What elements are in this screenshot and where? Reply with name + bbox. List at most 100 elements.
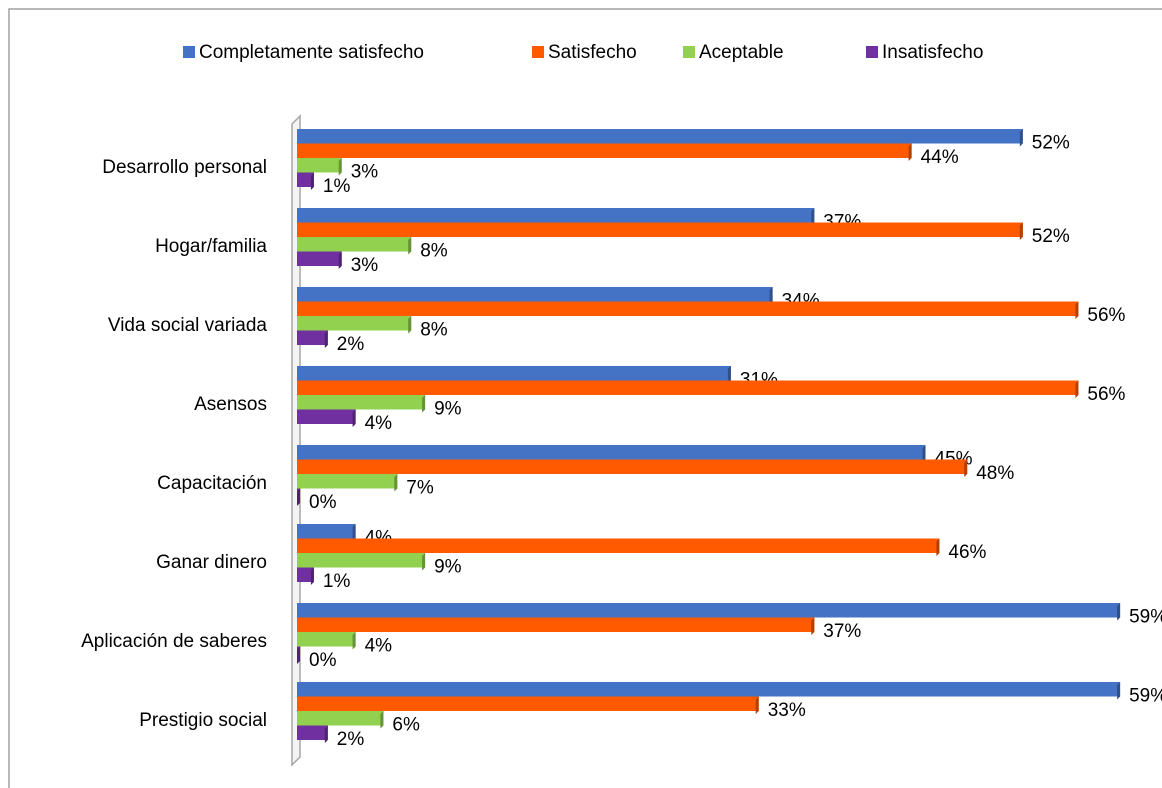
bar-edge xyxy=(352,524,356,542)
bar-edge xyxy=(310,567,314,585)
legend-label: Completamente satisfecho xyxy=(199,42,424,63)
data-label: 7% xyxy=(406,477,434,498)
bar-edge xyxy=(380,711,384,729)
data-label: 59% xyxy=(1129,685,1162,706)
category-label: Aplicación de saberes xyxy=(81,631,267,652)
data-label: 48% xyxy=(976,463,1014,484)
bar-edge xyxy=(310,172,314,190)
bar xyxy=(297,366,731,381)
bar-edge xyxy=(422,553,426,571)
data-label: 6% xyxy=(392,714,420,735)
data-label: 8% xyxy=(420,319,448,340)
bar xyxy=(297,395,426,410)
bar xyxy=(297,567,314,582)
bar xyxy=(297,603,1121,618)
bar xyxy=(297,553,426,568)
data-label: 4% xyxy=(365,413,393,434)
category-label: Prestigio social xyxy=(139,710,267,731)
legend-label: Aceptable xyxy=(699,42,784,63)
bar xyxy=(297,222,1023,237)
bar xyxy=(297,445,926,460)
bar xyxy=(297,538,940,553)
bar-edge xyxy=(964,459,968,477)
bar xyxy=(297,143,912,158)
data-label: 52% xyxy=(1032,132,1070,153)
data-label: 1% xyxy=(323,176,351,197)
data-label: 4% xyxy=(365,635,393,656)
bar-edge xyxy=(1019,222,1023,240)
bar xyxy=(297,474,398,489)
bar xyxy=(297,251,342,266)
bar-edge xyxy=(908,143,912,161)
category-label: Vida social variada xyxy=(108,315,268,336)
category-label: Capacitación xyxy=(157,473,267,494)
category-label: Ganar dinero xyxy=(156,552,267,573)
bar xyxy=(297,172,314,187)
bar xyxy=(297,725,328,740)
bar-edge xyxy=(1075,380,1079,398)
bar xyxy=(297,409,356,424)
bar xyxy=(297,696,759,711)
bar-edge xyxy=(811,208,815,226)
data-label: 44% xyxy=(921,147,959,168)
chart-border xyxy=(8,8,1162,788)
legend-swatch xyxy=(866,46,878,58)
bar xyxy=(297,129,1023,144)
bar-edge xyxy=(1075,301,1079,319)
data-label: 8% xyxy=(420,240,448,261)
data-label: 9% xyxy=(434,398,462,419)
legend-label: Satisfecho xyxy=(548,42,637,63)
data-label: 0% xyxy=(309,650,337,671)
bar-edge xyxy=(324,330,328,348)
bar-edge xyxy=(769,287,773,305)
bar-edge xyxy=(338,158,342,176)
bar xyxy=(297,208,815,223)
bar xyxy=(297,330,328,345)
data-label: 52% xyxy=(1032,226,1070,247)
bar-edge xyxy=(338,251,342,269)
bar-edge xyxy=(1117,682,1121,700)
data-label: 46% xyxy=(948,542,986,563)
data-label: 0% xyxy=(309,492,337,513)
category-label: Asensos xyxy=(194,394,267,415)
bar-edge xyxy=(297,488,300,506)
bar-edge xyxy=(755,696,759,714)
data-label: 37% xyxy=(823,621,861,642)
data-label: 9% xyxy=(434,556,462,577)
bar-edge xyxy=(352,409,356,427)
bar xyxy=(297,287,773,302)
bar xyxy=(297,237,412,252)
data-label: 59% xyxy=(1129,606,1162,627)
legend-swatch xyxy=(532,46,544,58)
bar xyxy=(297,459,968,474)
data-label: 56% xyxy=(1087,305,1125,326)
bar xyxy=(297,380,1079,395)
bar-edge xyxy=(408,237,412,255)
data-label: 1% xyxy=(323,571,351,592)
bar xyxy=(297,301,1079,316)
bar-edge xyxy=(1117,603,1121,621)
bar-edge xyxy=(297,646,300,664)
bar-edge xyxy=(1019,129,1023,147)
category-label: Hogar/familia xyxy=(155,236,267,257)
bar xyxy=(297,711,384,726)
bar-edge xyxy=(394,474,398,492)
bar-edge xyxy=(324,725,328,743)
legend-label: Insatisfecho xyxy=(882,42,983,63)
bar xyxy=(297,524,356,539)
bar-edge xyxy=(422,395,426,413)
bar xyxy=(297,316,412,331)
legend-swatch xyxy=(183,46,195,58)
bar xyxy=(297,617,815,632)
bar-edge xyxy=(811,617,815,635)
bar xyxy=(297,158,342,173)
legend-swatch xyxy=(683,46,695,58)
data-label: 2% xyxy=(337,729,365,750)
bar-edge xyxy=(922,445,926,463)
data-label: 3% xyxy=(351,161,379,182)
bar-edge xyxy=(408,316,412,334)
data-label: 56% xyxy=(1087,384,1125,405)
bar-edge xyxy=(727,366,731,384)
bar-edge xyxy=(936,538,940,556)
